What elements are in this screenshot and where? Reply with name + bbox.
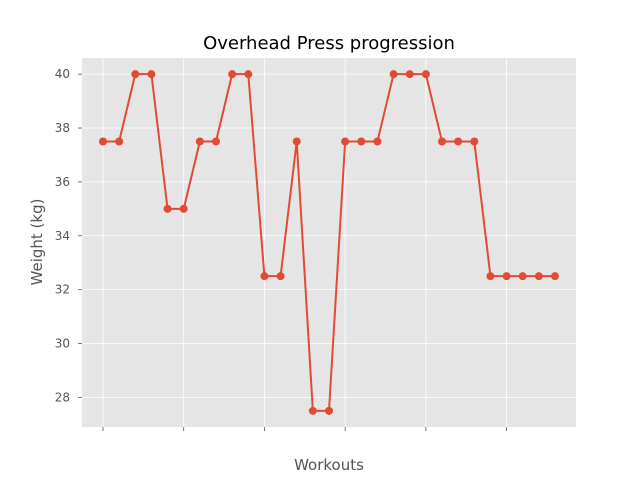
data-point [486,272,495,281]
data-point [502,272,511,281]
series-group [98,70,560,415]
y-tick-label: 28 [55,390,70,404]
data-point [163,204,172,213]
data-point [405,70,414,79]
data-point [228,70,237,79]
chart-title: Overhead Press progression [203,33,455,54]
data-point [373,137,382,146]
data-point [518,272,527,281]
data-point [115,137,124,146]
data-point [147,70,156,79]
y-tick-label: 30 [55,337,70,351]
data-point [308,406,317,415]
data-point [470,137,479,146]
data-point [454,137,463,146]
y-tick-label: 32 [55,283,70,297]
data-point [179,204,188,213]
data-point [98,137,107,146]
data-point [389,70,398,79]
data-point [341,137,350,146]
data-point [211,137,220,146]
y-tick-label: 40 [55,67,70,81]
data-point [534,272,543,281]
data-point [260,272,269,281]
y-tick-label: 38 [55,121,70,135]
y-tick-label: 34 [55,229,70,243]
data-point [551,272,560,281]
y-axis-label: Weight (kg) [28,199,46,286]
data-point [244,70,253,79]
data-point [325,406,333,415]
axis-ticks: 28 30 32 34 36 38 40 [55,67,507,431]
data-point [276,272,285,281]
data-point [357,137,366,146]
data-point [421,70,430,79]
data-point [438,137,447,146]
data-point [195,137,204,146]
plot-area [82,58,576,427]
x-axis-label: Workouts [294,456,364,474]
data-point [292,137,301,146]
data-point [131,70,140,79]
y-tick-label: 36 [55,175,70,189]
